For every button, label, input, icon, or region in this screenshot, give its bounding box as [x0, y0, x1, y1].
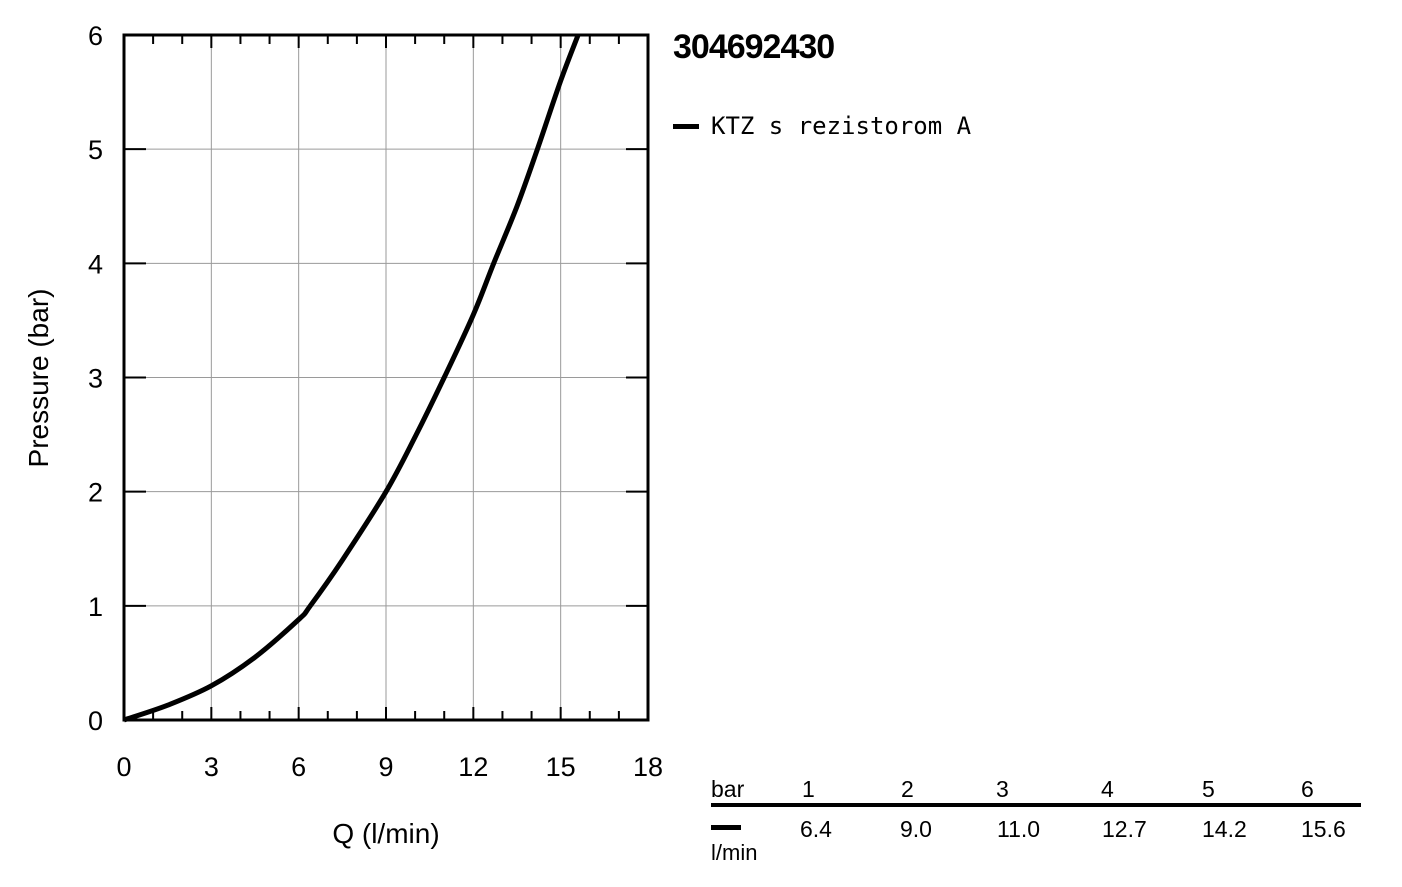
y-tick-label: 0 — [88, 706, 103, 736]
flow-table-pressure-cell: 1 — [802, 776, 815, 802]
chart-grid — [124, 35, 648, 720]
flow-table-values-row: 6.4 9.0 11.0 12.7 14.2 15.6 — [711, 816, 1361, 846]
flow-table-flow-cell: 11.0 — [997, 816, 1041, 842]
flow-table-pressure-cell: 2 — [901, 776, 914, 802]
y-tick-label: 2 — [88, 478, 103, 508]
flow-table-rule — [711, 803, 1361, 807]
series-line — [123, 34, 581, 723]
flow-table-pressure-cell: 4 — [1101, 776, 1114, 802]
y-tick-label: 5 — [88, 135, 103, 165]
flow-table: bar 1 2 3 4 5 6 6.4 9.0 11.0 12.7 14.2 1… — [711, 776, 1361, 865]
y-tick-label: 1 — [88, 592, 103, 622]
x-tick-label: 9 — [378, 752, 393, 782]
x-tick-label: 12 — [458, 752, 488, 782]
x-tick-label: 15 — [546, 752, 576, 782]
y-axis-label: Pressure (bar) — [23, 289, 54, 468]
chart-marks — [123, 34, 581, 723]
flow-table-unit-label: l/min — [711, 840, 758, 865]
x-tick-label: 18 — [633, 752, 663, 782]
flow-table-pressure-cell: 5 — [1202, 776, 1215, 802]
legend-entry-label: KTZ s rezistorom A — [711, 112, 972, 140]
y-tick-label: 6 — [88, 21, 103, 51]
flow-table-header-label: bar — [711, 776, 745, 802]
y-tick-label: 3 — [88, 364, 103, 394]
flow-table-flow-cell: 15.6 — [1301, 816, 1346, 842]
legend-line-swatch — [673, 123, 699, 129]
flow-table-flow-cell: 14.2 — [1202, 816, 1247, 842]
flow-table-pressure-cell: 3 — [996, 776, 1009, 802]
flow-table-flow-cell: 9.0 — [900, 816, 932, 842]
flow-table-header-row: bar 1 2 3 4 5 6 — [711, 776, 1361, 804]
flow-table-series-swatch — [711, 825, 741, 830]
legend: KTZ s rezistorom A — [673, 112, 971, 140]
flow-table-flow-cell: 6.4 — [800, 816, 832, 842]
x-axis-label: Q (l/min) — [332, 818, 439, 849]
y-tick-label: 4 — [88, 249, 103, 279]
x-tick-label: 6 — [291, 752, 306, 782]
flow-table-pressure-cell: 6 — [1301, 776, 1314, 802]
flow-table-flow-cell: 12.7 — [1102, 816, 1147, 842]
product-code-title: 304692430 — [673, 28, 835, 66]
x-tick-label: 3 — [204, 752, 219, 782]
x-tick-label: 0 — [116, 752, 131, 782]
plot-frame — [122, 33, 650, 722]
